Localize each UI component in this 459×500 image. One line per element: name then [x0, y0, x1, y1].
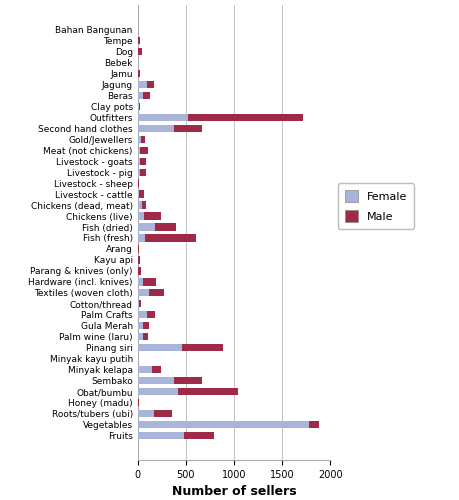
Bar — [138, 312, 147, 318]
Bar — [138, 224, 155, 230]
Bar — [144, 212, 161, 220]
Bar — [155, 224, 176, 230]
Bar — [138, 124, 174, 132]
Bar — [138, 168, 140, 175]
Bar — [138, 300, 139, 308]
Bar — [139, 190, 145, 198]
Bar — [178, 388, 238, 396]
Bar — [138, 212, 144, 220]
Bar — [139, 300, 141, 308]
Bar — [138, 190, 139, 198]
Bar — [140, 146, 148, 154]
Bar — [138, 421, 309, 428]
Bar — [138, 70, 140, 77]
Bar — [138, 80, 147, 88]
Bar — [140, 136, 146, 142]
Bar — [149, 290, 164, 296]
Bar — [144, 322, 149, 330]
Bar — [138, 388, 178, 396]
Bar — [182, 344, 224, 352]
Bar — [138, 158, 140, 164]
Bar — [188, 114, 303, 120]
Bar — [138, 278, 143, 285]
X-axis label: Number of sellers: Number of sellers — [172, 486, 297, 498]
Bar — [138, 366, 152, 374]
Bar — [138, 377, 174, 384]
Bar — [152, 366, 161, 374]
Legend: Female, Male: Female, Male — [338, 184, 414, 228]
Bar — [141, 202, 146, 208]
Bar — [138, 136, 140, 142]
Bar — [138, 344, 182, 352]
Bar — [138, 234, 146, 242]
Bar — [184, 432, 214, 440]
Bar — [138, 36, 140, 44]
Bar — [138, 92, 144, 98]
Bar — [147, 80, 154, 88]
Bar — [138, 102, 139, 110]
Bar — [139, 102, 140, 110]
Bar — [138, 399, 139, 406]
Bar — [138, 180, 139, 186]
Bar — [138, 202, 141, 208]
Bar — [144, 334, 148, 340]
Bar — [138, 246, 139, 252]
Bar — [174, 124, 202, 132]
Bar — [138, 256, 140, 264]
Bar — [138, 290, 149, 296]
Bar — [138, 410, 154, 418]
Bar — [147, 312, 155, 318]
Bar — [143, 278, 156, 285]
Bar — [138, 114, 188, 120]
Bar — [154, 410, 173, 418]
Bar — [138, 268, 140, 274]
Bar — [140, 168, 146, 175]
Bar — [138, 334, 144, 340]
Bar — [138, 432, 184, 440]
Bar — [174, 377, 202, 384]
Bar — [140, 158, 146, 164]
Bar — [138, 146, 140, 154]
Bar — [144, 92, 150, 98]
Bar — [146, 234, 196, 242]
Bar — [309, 421, 319, 428]
Bar — [138, 322, 144, 330]
Bar — [138, 48, 142, 55]
